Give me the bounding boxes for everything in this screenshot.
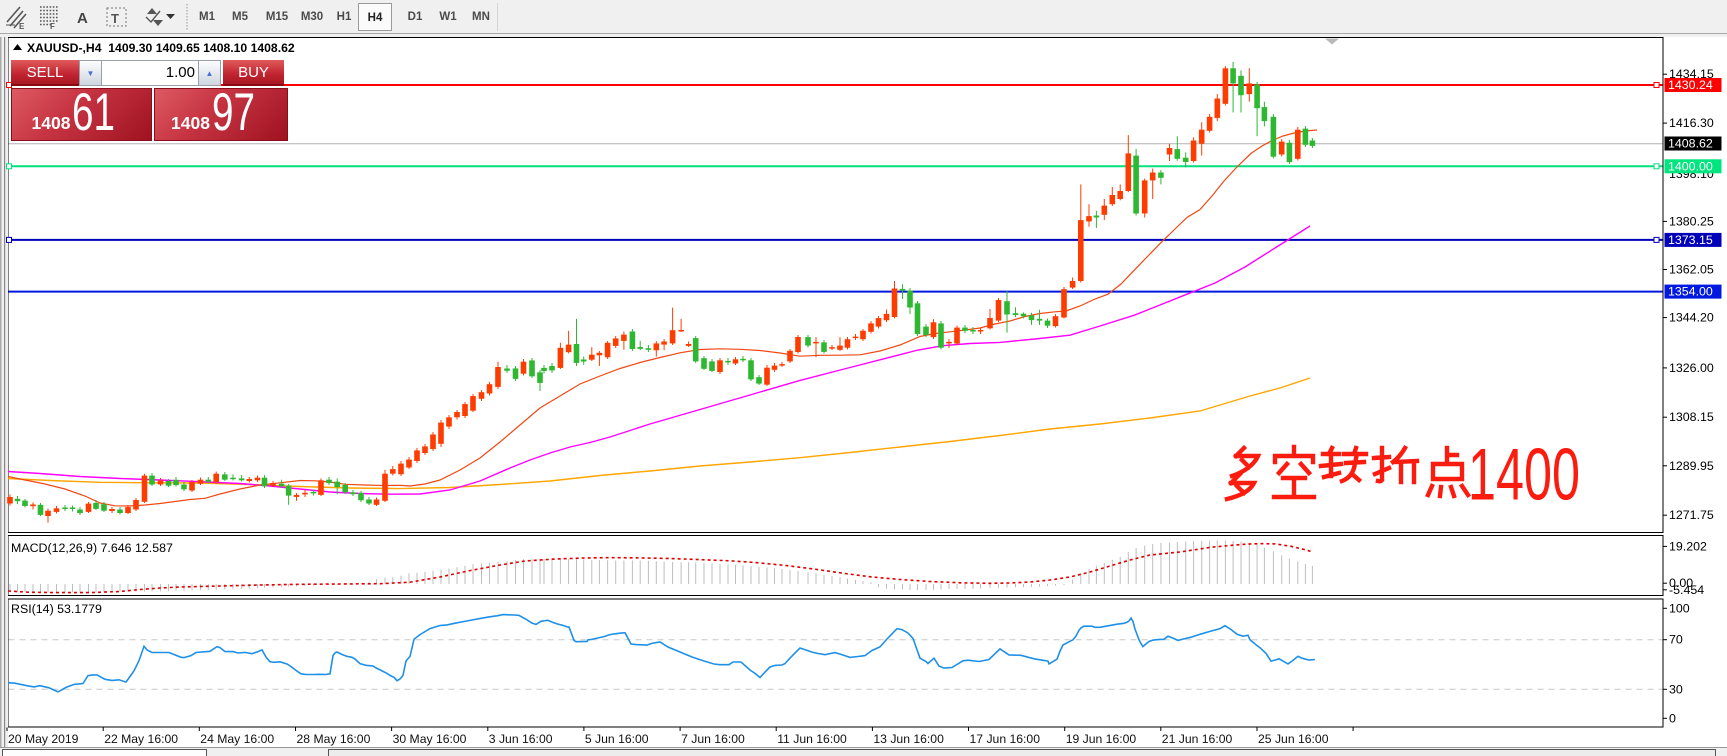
svg-text:24 May 16:00: 24 May 16:00: [200, 732, 274, 746]
svg-text:1408.62: 1408.62: [1668, 137, 1713, 151]
svg-text:A: A: [77, 10, 88, 27]
svg-text:21 Jun 16:00: 21 Jun 16:00: [1162, 732, 1233, 746]
svg-text:25 Jun 16:00: 25 Jun 16:00: [1258, 732, 1329, 746]
svg-text:1271.75: 1271.75: [1669, 508, 1714, 522]
svg-text:19 Jun 16:00: 19 Jun 16:00: [1066, 732, 1137, 746]
svg-text:100: 100: [1669, 601, 1690, 615]
svg-text:3 Jun 16:00: 3 Jun 16:00: [489, 732, 553, 746]
svg-text:1430.24: 1430.24: [1668, 78, 1713, 92]
svg-text:0: 0: [1669, 711, 1676, 725]
svg-text:13 Jun 16:00: 13 Jun 16:00: [873, 732, 944, 746]
svg-text:1362.05: 1362.05: [1669, 263, 1714, 277]
svg-text:30 May 16:00: 30 May 16:00: [393, 732, 467, 746]
svg-text:1434.15: 1434.15: [1669, 67, 1714, 81]
svg-text:XAUUSD-,H4 1409.30 1409.65 14: XAUUSD-,H4 1409.30 1409.65 1408.10 1408.…: [27, 41, 295, 55]
svg-text:1289.95: 1289.95: [1669, 459, 1714, 473]
svg-text:1308.15: 1308.15: [1669, 410, 1714, 424]
svg-text:19.202: 19.202: [1669, 539, 1707, 553]
svg-text:1400: 1400: [1468, 435, 1580, 516]
svg-text:E: E: [19, 22, 25, 31]
svg-text:1354.00: 1354.00: [1668, 285, 1713, 299]
svg-text:-5.454: -5.454: [1669, 583, 1704, 597]
svg-text:7 Jun 16:00: 7 Jun 16:00: [681, 732, 745, 746]
svg-text:0.00: 0.00: [1669, 576, 1693, 590]
svg-text:28 May 16:00: 28 May 16:00: [297, 732, 371, 746]
svg-text:F: F: [50, 22, 55, 31]
svg-text:1416.30: 1416.30: [1669, 116, 1714, 130]
svg-text:T: T: [111, 11, 119, 26]
svg-text:30: 30: [1669, 682, 1683, 696]
svg-text:20 May 2019: 20 May 2019: [8, 732, 79, 746]
svg-text:22 May 16:00: 22 May 16:00: [104, 732, 178, 746]
svg-text:RSI(14) 53.1779: RSI(14) 53.1779: [11, 602, 102, 616]
svg-text:17 Jun 16:00: 17 Jun 16:00: [970, 732, 1041, 746]
svg-text:1380.25: 1380.25: [1669, 214, 1714, 228]
svg-text:1400.00: 1400.00: [1668, 159, 1713, 173]
svg-text:70: 70: [1669, 633, 1683, 647]
svg-text:MACD(12,26,9) 7.646 12.587: MACD(12,26,9) 7.646 12.587: [11, 541, 173, 555]
svg-text:11 Jun 16:00: 11 Jun 16:00: [777, 732, 847, 746]
svg-text:1344.20: 1344.20: [1669, 311, 1714, 325]
svg-text:1326.00: 1326.00: [1669, 361, 1714, 375]
svg-text:5 Jun 16:00: 5 Jun 16:00: [585, 732, 649, 746]
svg-text:1373.15: 1373.15: [1668, 233, 1713, 247]
